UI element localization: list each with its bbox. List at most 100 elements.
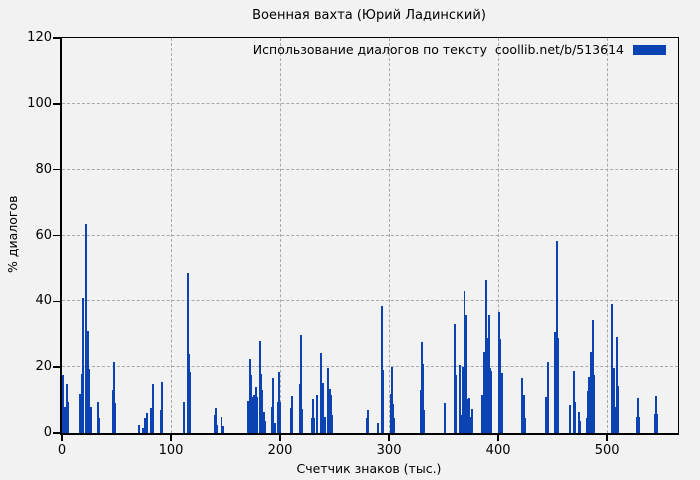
legend-label: Использование диалогов по тексту coollib… bbox=[252, 42, 624, 57]
bar bbox=[262, 411, 265, 433]
bar bbox=[145, 413, 148, 433]
bar bbox=[656, 414, 659, 433]
bar bbox=[462, 367, 465, 433]
bar bbox=[546, 361, 549, 433]
bar bbox=[480, 394, 483, 433]
y-tick bbox=[53, 300, 60, 303]
bar bbox=[391, 404, 394, 433]
bar bbox=[291, 396, 294, 433]
bar bbox=[522, 395, 525, 433]
bar bbox=[381, 306, 384, 433]
horizontal-gridline bbox=[62, 366, 678, 368]
bar bbox=[498, 311, 501, 433]
bar bbox=[272, 377, 275, 433]
bar bbox=[490, 371, 493, 433]
y-tick bbox=[53, 432, 60, 434]
bar bbox=[589, 352, 592, 433]
bar bbox=[79, 393, 81, 433]
bar bbox=[453, 323, 456, 433]
grid-layer bbox=[62, 38, 678, 433]
bar bbox=[278, 372, 281, 433]
bar bbox=[279, 401, 282, 433]
bar bbox=[463, 290, 466, 433]
bar bbox=[320, 353, 323, 433]
bar bbox=[655, 395, 658, 433]
bar bbox=[213, 414, 216, 433]
bar bbox=[300, 335, 303, 433]
bar bbox=[574, 402, 577, 433]
y-tick bbox=[53, 366, 60, 368]
bar bbox=[499, 338, 502, 433]
bar bbox=[554, 331, 557, 433]
bar bbox=[521, 377, 524, 433]
bar bbox=[612, 368, 615, 433]
bar bbox=[316, 395, 319, 433]
bar bbox=[253, 394, 256, 433]
x-tick bbox=[61, 435, 63, 441]
bar bbox=[615, 336, 618, 433]
plot-area: Использование диалогов по тексту coollib… bbox=[60, 37, 679, 435]
x-tick-label: 400 bbox=[485, 443, 511, 458]
bar bbox=[289, 407, 292, 433]
bar bbox=[65, 383, 68, 433]
y-tick-label: 0 bbox=[43, 425, 52, 440]
bar bbox=[593, 375, 596, 433]
bar bbox=[557, 337, 560, 433]
bar bbox=[484, 279, 487, 433]
bar bbox=[555, 241, 558, 433]
x-tick-label: 300 bbox=[376, 443, 402, 458]
bar bbox=[277, 401, 280, 433]
bar bbox=[323, 416, 326, 433]
bar bbox=[578, 412, 581, 433]
bar bbox=[301, 409, 304, 433]
bar bbox=[465, 399, 468, 433]
x-tick bbox=[170, 435, 172, 441]
horizontal-gridline bbox=[62, 168, 678, 170]
y-tick-label: 120 bbox=[27, 30, 52, 45]
y-tick-label: 80 bbox=[35, 161, 52, 177]
bar bbox=[591, 320, 594, 433]
bar bbox=[470, 408, 473, 433]
x-tick-label: 100 bbox=[158, 443, 184, 458]
y-tick bbox=[53, 37, 60, 39]
bar bbox=[247, 400, 249, 433]
bar bbox=[468, 398, 471, 433]
bar bbox=[214, 408, 217, 433]
bar bbox=[151, 383, 154, 433]
bar bbox=[311, 417, 314, 433]
bar bbox=[419, 390, 422, 433]
bar bbox=[260, 373, 263, 433]
bar bbox=[90, 406, 92, 433]
bar bbox=[144, 418, 147, 433]
bar bbox=[66, 401, 69, 433]
bar bbox=[88, 368, 91, 433]
bar bbox=[256, 397, 259, 433]
bar bbox=[251, 396, 254, 433]
bar bbox=[524, 418, 527, 433]
x-tick bbox=[279, 435, 281, 441]
bar bbox=[579, 421, 582, 433]
bar bbox=[367, 409, 369, 433]
bar bbox=[189, 372, 192, 433]
horizontal-gridline bbox=[62, 234, 678, 236]
bar bbox=[142, 428, 145, 433]
horizontal-gridline bbox=[62, 102, 678, 104]
y-tick-label: 40 bbox=[35, 293, 52, 309]
bar bbox=[261, 389, 264, 433]
bar bbox=[482, 351, 485, 433]
bar bbox=[188, 354, 191, 433]
bar bbox=[330, 395, 333, 433]
horizontal-gridline bbox=[62, 300, 678, 302]
bar bbox=[80, 373, 83, 433]
bar bbox=[392, 417, 395, 433]
bar bbox=[389, 393, 392, 433]
bar bbox=[299, 384, 302, 433]
bar bbox=[138, 424, 141, 433]
y-tick bbox=[53, 168, 60, 171]
x-tick bbox=[606, 435, 608, 441]
bar bbox=[183, 401, 186, 433]
legend-swatch-icon bbox=[633, 44, 666, 55]
bar bbox=[423, 409, 426, 433]
bar bbox=[273, 423, 276, 433]
x-tick-label: 200 bbox=[267, 443, 293, 458]
